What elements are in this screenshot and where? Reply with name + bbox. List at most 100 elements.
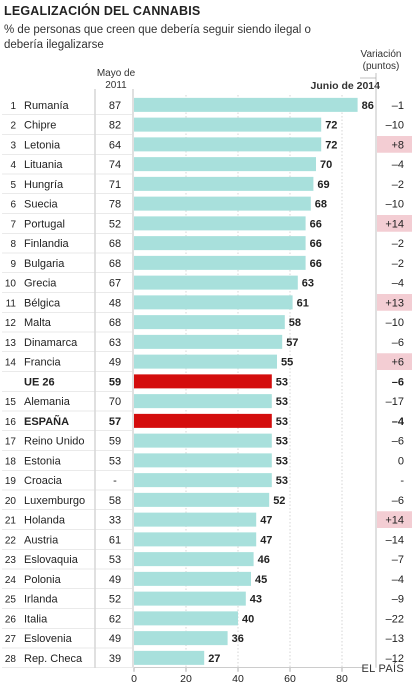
row-country: Finlandia	[24, 238, 70, 250]
row-may-2011-value: 53	[109, 455, 121, 467]
row-country: Estonia	[24, 455, 62, 467]
bar-value-label: 72	[325, 139, 337, 151]
bar	[134, 532, 257, 547]
row-country: Lituania	[24, 159, 63, 171]
bar	[134, 453, 272, 468]
bar	[134, 157, 316, 172]
row-country: Letonia	[24, 139, 61, 151]
variation-highlight	[377, 136, 412, 153]
row-rank: 27	[5, 634, 17, 645]
row-variation-value: +13	[385, 297, 404, 309]
bar-value-label: 68	[315, 199, 327, 211]
row-country: Dinamarca	[24, 337, 78, 349]
bar-value-label: 58	[289, 317, 301, 329]
row-may-2011-value: 49	[109, 633, 121, 645]
row-may-2011-value: 74	[109, 159, 121, 171]
row-country: Luxemburgo	[24, 495, 85, 507]
bar	[134, 374, 272, 389]
x-tick-label: 20	[180, 673, 192, 682]
bar-value-label: 53	[276, 416, 288, 428]
row-variation-value: –6	[392, 337, 404, 349]
row-variation-value: –12	[386, 653, 404, 665]
row-rank: 16	[5, 417, 17, 428]
row-variation-value: +14	[385, 218, 404, 230]
row-may-2011-value: 61	[109, 534, 121, 546]
row-country: Hungría	[24, 179, 64, 191]
row-variation-value: –10	[386, 199, 404, 211]
bar	[134, 394, 272, 409]
row-may-2011-value: 67	[109, 278, 121, 290]
row-variation-value: –22	[386, 613, 404, 625]
bar-value-label: 46	[258, 554, 270, 566]
row-country: Malta	[24, 317, 52, 329]
bar	[134, 631, 228, 646]
row-country: Eslovaquia	[24, 554, 79, 566]
row-country: Bulgaria	[24, 258, 65, 270]
row-variation-value: -	[400, 475, 404, 487]
x-tick-label: 40	[232, 673, 244, 682]
row-rank: 23	[5, 555, 17, 566]
row-variation-value: –17	[386, 396, 404, 408]
row-may-2011-value: 49	[109, 574, 121, 586]
bar	[134, 650, 205, 665]
bar-value-label: 53	[276, 436, 288, 448]
bar-value-label: 27	[208, 653, 220, 665]
row-may-2011-value: 70	[109, 396, 121, 408]
row-may-2011-value: -	[113, 475, 117, 487]
bar-value-label: 70	[320, 159, 332, 171]
row-variation-value: –4	[392, 159, 404, 171]
row-rank: 15	[5, 397, 17, 408]
row-country: Reino Unido	[24, 436, 85, 448]
row-country: Alemania	[24, 396, 71, 408]
variation-highlight	[377, 511, 412, 528]
bar	[134, 315, 285, 330]
row-rank: 11	[6, 298, 17, 309]
row-may-2011-value: 78	[109, 199, 121, 211]
bar	[134, 137, 322, 152]
row-rank: 24	[5, 575, 17, 586]
bar	[134, 512, 257, 527]
row-country: Holanda	[24, 515, 66, 527]
row-variation-value: 0	[398, 455, 404, 467]
row-country: Croacia	[24, 475, 63, 487]
variation-highlight	[377, 215, 412, 232]
row-rank: 17	[5, 437, 17, 448]
x-tick-label: 60	[284, 673, 296, 682]
bar	[134, 492, 270, 507]
bar	[134, 216, 306, 231]
row-may-2011-value: 59	[109, 436, 121, 448]
row-may-2011-value: 33	[109, 515, 121, 527]
row-rank: 2	[10, 121, 16, 132]
variation-highlight	[377, 353, 412, 370]
row-may-2011-value: 64	[109, 139, 121, 151]
row-variation-value: –1	[392, 100, 404, 112]
row-may-2011-value: 39	[109, 653, 121, 665]
bar-value-label: 66	[310, 218, 322, 230]
row-may-2011-value: 58	[109, 495, 121, 507]
row-country: Italia	[24, 613, 48, 625]
row-rank: 1	[10, 101, 16, 112]
bar-value-label: 47	[260, 534, 272, 546]
bar	[134, 255, 306, 270]
row-variation-value: –6	[392, 436, 404, 448]
bar-value-label: 57	[286, 337, 298, 349]
x-tick-label: 0	[131, 673, 137, 682]
row-country: Chipre	[24, 120, 56, 132]
row-variation-value: +8	[391, 139, 404, 151]
x-tick-label: 80	[336, 673, 348, 682]
row-variation-value: –10	[386, 120, 404, 132]
row-variation-value: +14	[385, 515, 404, 527]
row-country: Polonia	[24, 574, 62, 586]
bar-value-label: 40	[242, 613, 254, 625]
bar	[134, 473, 272, 488]
row-variation-value: –2	[392, 238, 404, 250]
bar	[134, 275, 298, 290]
bar	[134, 611, 238, 626]
row-variation-value: –14	[386, 534, 404, 546]
row-variation-value: –13	[386, 633, 404, 645]
row-rank: 28	[5, 654, 17, 665]
bar-value-label: 47	[260, 515, 272, 527]
bar	[134, 354, 277, 369]
row-may-2011-value: 68	[109, 238, 121, 250]
bar-value-label: 53	[276, 376, 288, 388]
